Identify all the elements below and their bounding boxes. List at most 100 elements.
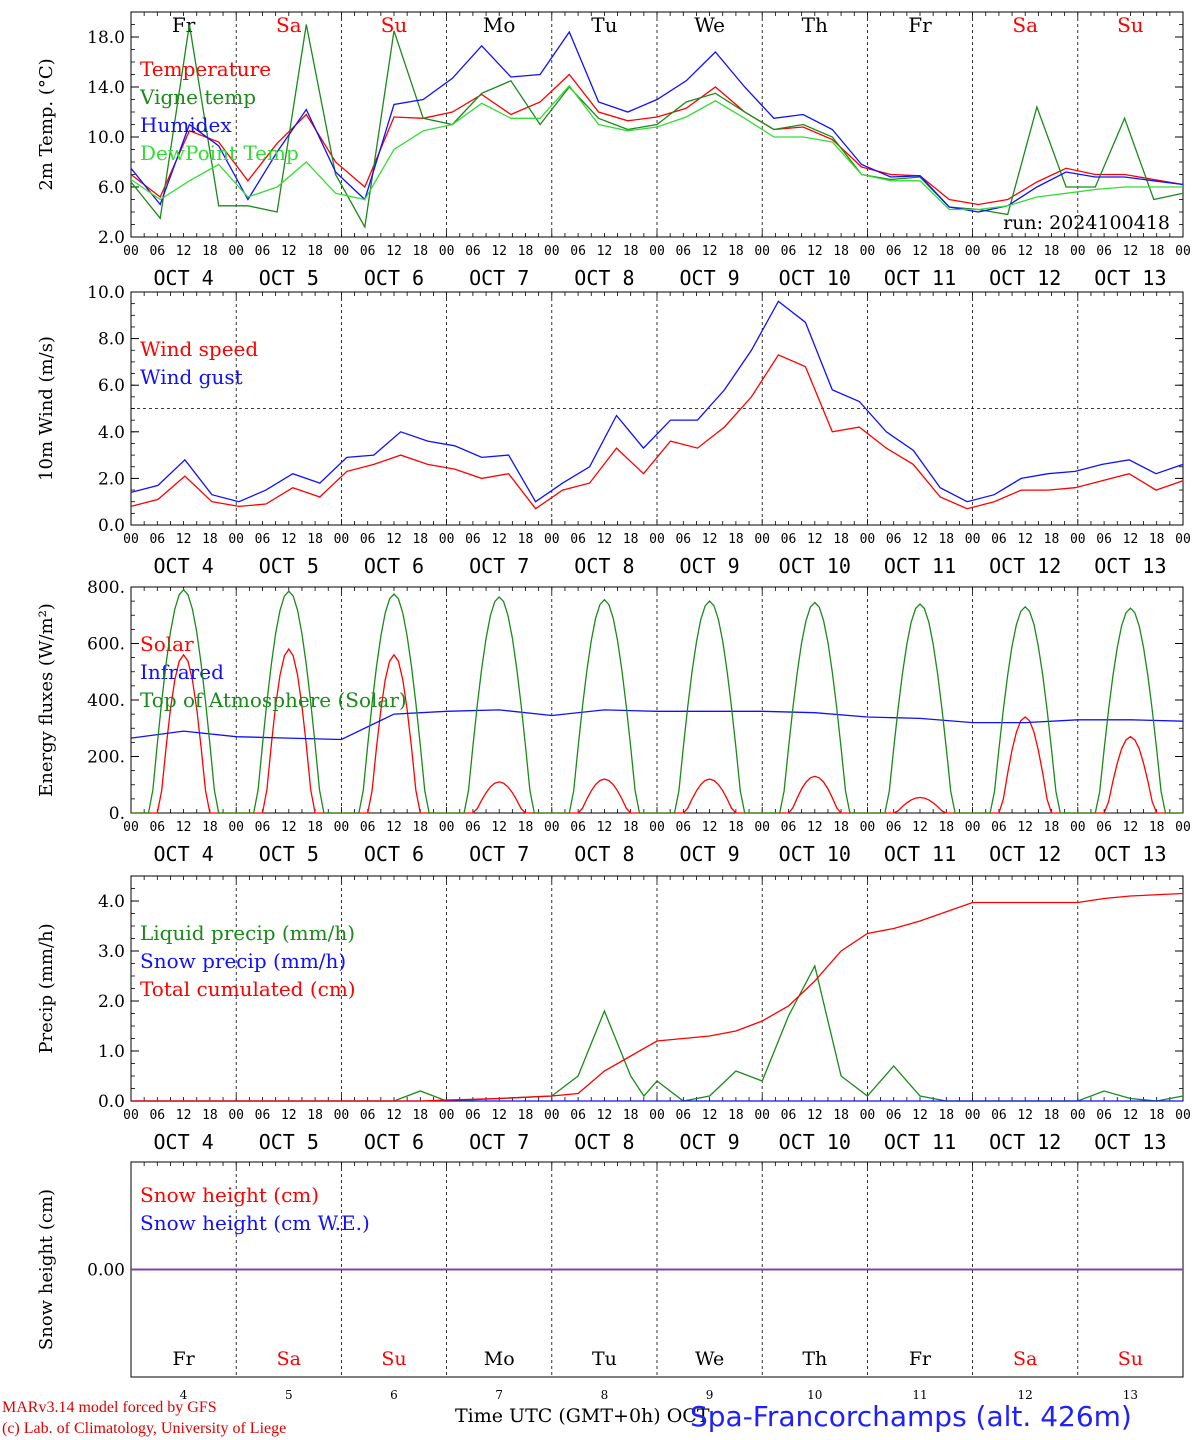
hour-label: 06 [1096, 244, 1112, 259]
day-abbr: Sa [277, 1348, 301, 1370]
hour-label: 00 [123, 244, 139, 259]
hour-label: 00 [439, 532, 455, 547]
hour-label: 18 [623, 1108, 639, 1123]
day-number: 5 [285, 1388, 293, 1402]
day-abbr: Fr [908, 13, 932, 37]
date-label: OCT 5 [259, 554, 319, 578]
hour-label: 12 [1123, 1108, 1139, 1123]
y-tick-label: 4.0 [98, 892, 125, 912]
hour-label: 18 [1044, 1108, 1060, 1123]
run-label: run: 2024100418 [1003, 212, 1170, 234]
hour-label: 00 [439, 1108, 455, 1123]
legend-entry: Snow precip (mm/h) [140, 949, 346, 973]
legend-entry: Wind speed [140, 337, 258, 361]
hour-label: 12 [1017, 820, 1033, 835]
date-label: OCT 7 [469, 842, 529, 866]
hour-label: 18 [202, 244, 218, 259]
hour-label: 12 [176, 244, 192, 259]
hour-label: 12 [1017, 532, 1033, 547]
hour-label: 06 [360, 244, 376, 259]
legend-entry: Liquid precip (mm/h) [140, 921, 355, 945]
hour-label: 18 [307, 244, 323, 259]
series-line [130, 709, 1184, 741]
hour-label: 06 [570, 532, 586, 547]
hour-label: 06 [781, 244, 797, 259]
hour-label: 06 [1096, 532, 1112, 547]
date-label: OCT 8 [574, 266, 634, 290]
hour-label: 00 [334, 1108, 350, 1123]
x-axis-label: Time UTC (GMT+0h) OCT [455, 1405, 710, 1427]
hour-label: 00 [754, 1108, 770, 1123]
date-label: OCT 4 [153, 1130, 213, 1154]
hour-label: 18 [623, 532, 639, 547]
hour-label: 06 [149, 820, 165, 835]
y-axis-label: Snow height (cm) [36, 1189, 57, 1350]
day-number: 9 [706, 1388, 714, 1402]
hour-label: 00 [649, 532, 665, 547]
hour-label: 06 [675, 532, 691, 547]
day-abbr: Mo [483, 13, 516, 37]
hour-label: 12 [386, 532, 402, 547]
hour-label: 00 [439, 244, 455, 259]
series-line [130, 24, 1184, 229]
day-abbr: Su [1117, 13, 1144, 37]
y-tick-label: 14.0 [87, 78, 125, 98]
hour-label: 18 [938, 820, 954, 835]
hour-label: 06 [360, 532, 376, 547]
hour-label: 00 [965, 244, 981, 259]
y-axis-label: 2m Temp. (°C) [36, 58, 57, 190]
legend-entry: Top of Atmosphere (Solar) [140, 688, 407, 712]
hour-label: 00 [228, 532, 244, 547]
date-label: OCT 10 [779, 842, 851, 866]
hour-label: 06 [675, 1108, 691, 1123]
y-tick-label: 6.0 [98, 376, 125, 396]
date-label: OCT 5 [259, 266, 319, 290]
day-abbr: Mo [484, 1348, 515, 1370]
date-label: OCT 13 [1094, 842, 1166, 866]
hour-label: 18 [1149, 820, 1165, 835]
y-tick-label: 10.0 [87, 283, 125, 303]
hour-label: 06 [886, 820, 902, 835]
hour-label: 18 [728, 244, 744, 259]
date-label: OCT 4 [153, 266, 213, 290]
lab-credit: (c) Lab. of Climatology, University of L… [2, 1420, 287, 1437]
day-number: 4 [180, 1388, 188, 1402]
y-tick-label: 0. [109, 804, 125, 824]
hour-label: 00 [1070, 532, 1086, 547]
hour-label: 06 [991, 820, 1007, 835]
hour-label: 06 [360, 1108, 376, 1123]
hour-label: 12 [491, 244, 507, 259]
hour-label: 18 [833, 244, 849, 259]
day-abbr: Sa [276, 13, 302, 37]
date-label: OCT 8 [574, 554, 634, 578]
hour-label: 18 [833, 820, 849, 835]
y-tick-label: 2.0 [98, 469, 125, 489]
hour-label: 18 [1044, 820, 1060, 835]
hour-label: 12 [807, 532, 823, 547]
day-number: 11 [912, 1388, 927, 1402]
hour-label: 18 [938, 244, 954, 259]
hour-label: 00 [965, 532, 981, 547]
hour-label: 12 [912, 820, 928, 835]
legend-entry: Snow height (cm) [140, 1183, 319, 1207]
hour-label: 12 [491, 1108, 507, 1123]
hour-label: 18 [412, 244, 428, 259]
date-label: OCT 5 [259, 842, 319, 866]
day-abbr: Th [802, 13, 828, 37]
hour-label: 18 [307, 1108, 323, 1123]
series-line [131, 892, 1184, 1102]
hour-label: 12 [702, 820, 718, 835]
hour-label: 12 [1123, 532, 1139, 547]
hour-label: 00 [1175, 532, 1191, 547]
date-label: OCT 13 [1094, 554, 1166, 578]
hour-label: 12 [702, 1108, 718, 1123]
hour-label: 12 [491, 820, 507, 835]
hour-label: 12 [597, 1108, 613, 1123]
hour-label: 00 [544, 820, 560, 835]
hour-label: 06 [675, 244, 691, 259]
hour-label: 18 [623, 244, 639, 259]
hour-label: 12 [281, 1108, 297, 1123]
hour-label: 06 [465, 532, 481, 547]
date-label: OCT 4 [153, 554, 213, 578]
